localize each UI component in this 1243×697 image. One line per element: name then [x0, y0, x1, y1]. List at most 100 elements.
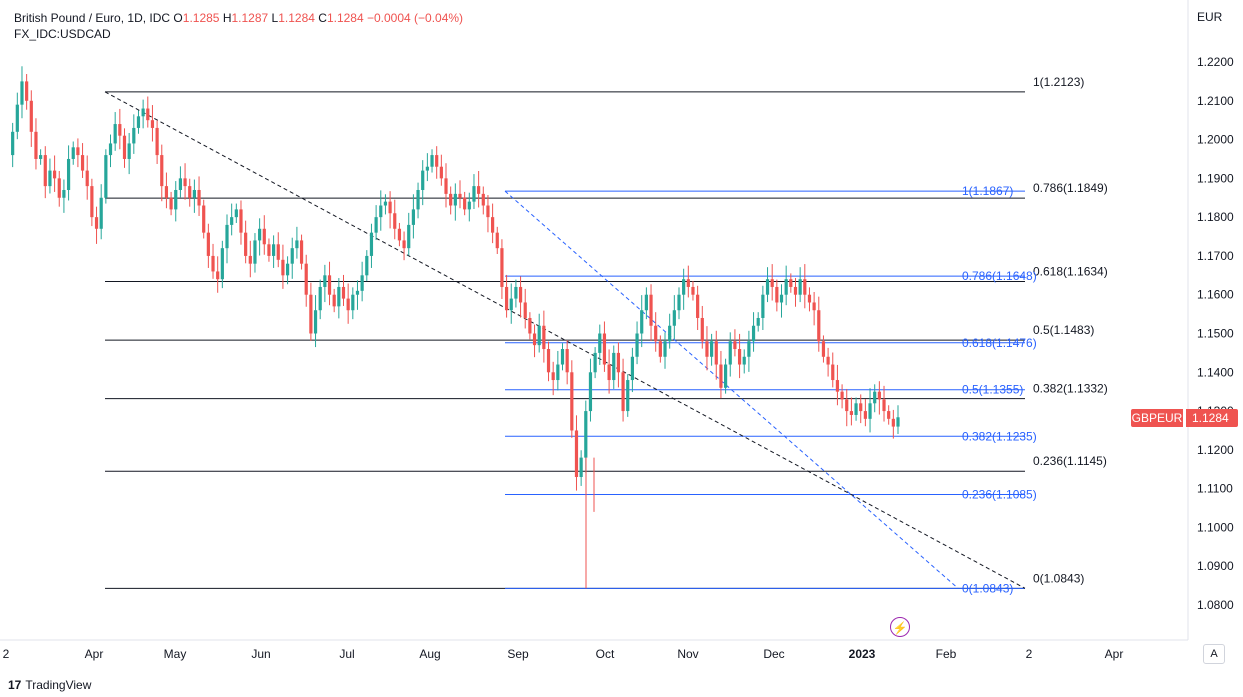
- candle-body: [649, 294, 653, 326]
- candle-body: [337, 286, 341, 307]
- y-tick-label: 1.2000: [1197, 133, 1234, 147]
- fib-level-label: 0(1.0843): [1033, 571, 1084, 585]
- candle-body: [393, 213, 397, 229]
- candle-body: [579, 457, 583, 478]
- candle-body: [630, 356, 634, 381]
- candle-body: [640, 310, 644, 334]
- candle-body: [313, 310, 318, 334]
- candle-body: [341, 286, 346, 299]
- candle-body: [817, 310, 821, 342]
- candle-body: [668, 325, 672, 342]
- candle-body: [118, 124, 122, 136]
- candle-body: [882, 399, 886, 412]
- candle-body: [463, 197, 467, 210]
- candle-body: [728, 341, 732, 365]
- candle-body: [514, 286, 518, 299]
- candle-body: [873, 391, 877, 404]
- candle-body: [509, 298, 513, 311]
- candle-body: [206, 232, 210, 256]
- y-tick-label: 1.0800: [1197, 598, 1234, 612]
- price-tag-symbol: GBPEUR: [1131, 409, 1183, 427]
- candle-body: [379, 205, 383, 218]
- candle-body: [779, 294, 784, 303]
- candle-body: [178, 178, 183, 190]
- candle-body: [859, 403, 863, 412]
- candle-body: [560, 349, 565, 365]
- brand-name: TradingView: [25, 678, 92, 692]
- change-value: −0.0004 (−0.04%): [366, 11, 464, 25]
- candle-body: [435, 155, 439, 167]
- candle-body: [588, 372, 593, 412]
- candle-body: [556, 364, 560, 381]
- candle-body: [761, 294, 765, 318]
- candle-body: [309, 294, 313, 334]
- candle-body: [174, 189, 178, 210]
- candle-body: [584, 411, 588, 458]
- x-tick-label: 2023: [849, 647, 876, 661]
- candle-body: [299, 240, 304, 264]
- trend-line-dashed: [504, 190, 959, 589]
- candle-body: [840, 391, 844, 400]
- candle-body: [11, 131, 15, 156]
- tradingview-branding[interactable]: 17 TradingView: [8, 678, 91, 692]
- candle-body: [150, 120, 155, 128]
- candle-body: [262, 228, 266, 245]
- tradingview-logo-icon: 17: [8, 678, 22, 692]
- candle-body: [616, 352, 621, 373]
- chart-legend: British Pound / Euro, 1D, IDC O1.1285 H1…: [14, 11, 464, 41]
- y-tick-label: 1.1700: [1197, 249, 1234, 263]
- candle-body: [654, 325, 658, 342]
- candle-body: [504, 286, 509, 311]
- candle-body: [383, 201, 388, 206]
- x-tick-label: Sep: [507, 647, 529, 661]
- candle-body: [285, 263, 290, 276]
- auto-scale-button[interactable]: A: [1203, 644, 1225, 664]
- x-tick-label: Apr: [1105, 647, 1124, 661]
- overlay-symbol[interactable]: FX_IDC:USDCAD: [14, 27, 111, 41]
- candle-body: [798, 279, 802, 295]
- candle-body: [85, 170, 89, 187]
- candle-body: [658, 341, 662, 357]
- candle-body: [136, 116, 141, 128]
- candle-body: [94, 217, 99, 229]
- candle-body: [183, 178, 187, 187]
- candle-body: [211, 255, 215, 272]
- candle-body: [402, 240, 406, 249]
- candle-body: [369, 232, 374, 256]
- candle-body: [495, 232, 499, 249]
- candle-body: [532, 333, 537, 346]
- candle-body: [318, 286, 322, 311]
- candle-body: [122, 135, 127, 159]
- candle-body: [244, 232, 248, 256]
- candle-body: [234, 209, 238, 218]
- candle-body: [360, 275, 364, 291]
- candle-body: [598, 333, 602, 353]
- y-tick-label: 1.1500: [1197, 327, 1234, 341]
- fib-level-label: 0(1.0843): [962, 581, 1013, 595]
- candle-body: [444, 178, 448, 194]
- y-tick-label: 1.1800: [1197, 210, 1234, 224]
- candle-body: [710, 341, 714, 357]
- candle-body: [80, 155, 85, 171]
- x-tick-label: Apr: [85, 647, 104, 661]
- y-tick-label: 1.1100: [1197, 482, 1233, 496]
- candle-body: [537, 325, 541, 346]
- x-tick-label: 2: [1026, 647, 1033, 661]
- lightning-icon[interactable]: ⚡: [890, 617, 910, 637]
- candle-body: [71, 147, 75, 159]
- candle-body: [723, 364, 728, 388]
- candle-body: [565, 349, 569, 373]
- candle-body: [756, 317, 760, 326]
- candle-body: [39, 155, 43, 159]
- y-tick-label: 1.2100: [1197, 94, 1234, 108]
- close-value: 1.1284: [326, 11, 364, 25]
- candle-body: [281, 259, 285, 276]
- candle-body: [751, 325, 756, 342]
- fib-level-label: 1(1.1867): [962, 184, 1013, 198]
- x-tick-label: Nov: [677, 647, 698, 661]
- fib-level-label: 0.236(1.1145): [1033, 454, 1107, 468]
- candle-body: [672, 310, 676, 326]
- candle-body: [812, 302, 816, 311]
- x-tick-label: Oct: [596, 647, 615, 661]
